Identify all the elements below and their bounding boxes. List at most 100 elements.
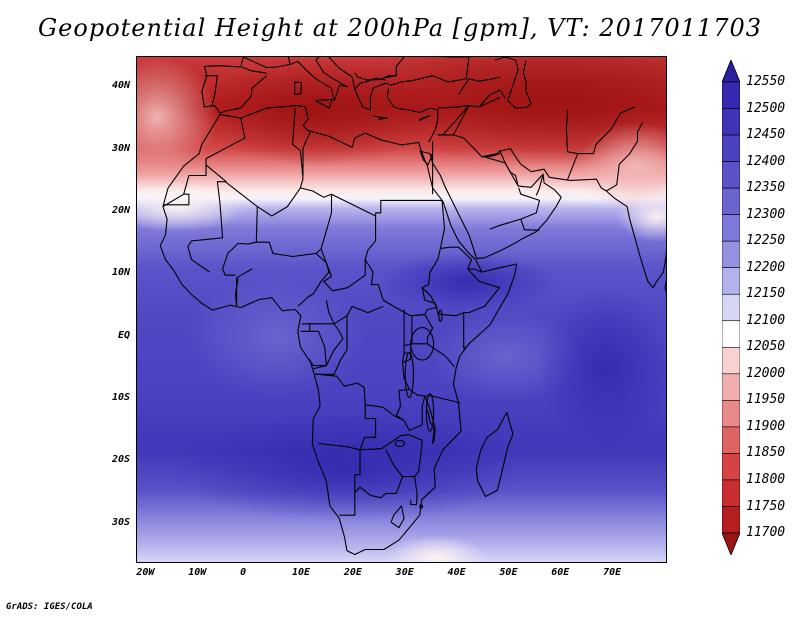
colorbar-level-label: 12350 [746, 180, 786, 196]
lat-tick-label: 20N [111, 204, 130, 216]
country-border [437, 105, 470, 136]
country-border [308, 330, 327, 367]
colorbar [722, 60, 740, 555]
coastline-arabia [419, 148, 654, 289]
country-border [520, 218, 540, 231]
colorbar-segment [722, 161, 740, 189]
country-border [403, 395, 436, 445]
colorbar-level-label: 12450 [746, 127, 786, 143]
country-border [489, 187, 541, 230]
colorbar-level-label: 12300 [746, 206, 786, 222]
country-border [234, 268, 253, 307]
country-border [484, 156, 519, 187]
colorbar-segment [722, 320, 740, 348]
lon-tick-label: 30E [395, 567, 414, 578]
country-border [354, 77, 386, 90]
colorbar-level-label: 11900 [746, 418, 786, 434]
colorbar-level-label: 12500 [746, 100, 786, 116]
colorbar-level-label: 11950 [746, 392, 786, 408]
colorbar-level-label: 12150 [746, 286, 786, 302]
coastline-india-e [652, 247, 666, 288]
colorbar-segment [722, 293, 740, 322]
colorbar-bottom-arrow [722, 532, 740, 555]
country-border [320, 248, 366, 292]
country-border [467, 259, 483, 273]
country-border [440, 246, 472, 260]
colorbar-level-label: 12550 [746, 74, 786, 89]
lon-tick-label: 10W [188, 567, 207, 578]
colorbar-level-label: 12400 [746, 153, 786, 169]
map-title: Geopotential Height at 200hPa [gpm], VT:… [38, 14, 762, 42]
country-border [302, 130, 312, 176]
country-border [364, 216, 439, 317]
colorbar-level-label: 11800 [746, 471, 786, 487]
country-border [205, 117, 246, 165]
country-border [481, 153, 501, 158]
lat-tick-label: 20S [111, 454, 130, 466]
lat-tick-label: 10N [111, 267, 130, 279]
country-border [390, 505, 405, 529]
country-border [187, 164, 227, 273]
lat-tick-label: 10S [111, 391, 130, 403]
coastlines-and-borders [159, 57, 666, 556]
coastline-africa [159, 105, 518, 556]
colorbar-segment [722, 400, 740, 428]
colorbar-level-label: 12250 [746, 233, 786, 249]
country-border [463, 312, 467, 349]
country-border [437, 105, 469, 109]
country-border [410, 476, 418, 506]
country-border [565, 109, 579, 180]
country-border [314, 373, 366, 405]
coastline-red-sea-gulf [419, 150, 433, 166]
colorbar-segment [722, 108, 740, 136]
country-border [437, 268, 501, 317]
coastline-europe [201, 57, 244, 107]
lat-tick-label: 30N [111, 142, 130, 154]
colorbar-top-arrow [722, 60, 740, 83]
colorbar-segment [722, 506, 740, 534]
country-border [535, 174, 544, 196]
lon-tick-label: 20W [136, 567, 155, 578]
coastline-caspian [494, 57, 532, 109]
country-border [162, 193, 190, 206]
coastline-turkey-s [386, 88, 439, 143]
lake-outline [425, 393, 435, 432]
country-border [354, 476, 404, 499]
lake-outline [419, 504, 424, 509]
colorbar-level-label: 12000 [746, 365, 786, 381]
map-plot-area [136, 56, 667, 563]
country-border [408, 388, 461, 404]
coastline-europe2 [243, 57, 470, 111]
country-border [458, 76, 501, 95]
country-border [162, 164, 207, 208]
coastline-sicily [315, 98, 333, 109]
colorbar-level-label: 11850 [746, 445, 786, 461]
lon-tick-label: 60E [551, 567, 570, 578]
colorbar-level-label: 12200 [746, 259, 786, 275]
colorbar-level-label: 11700 [746, 525, 786, 540]
colorbar-segment [722, 453, 740, 481]
geopotential-map [137, 57, 666, 562]
colorbar-level-label: 12100 [746, 312, 786, 328]
lat-tick-label: 40N [111, 80, 130, 92]
colorbar-segment [722, 426, 740, 454]
country-border [339, 449, 361, 516]
lake-outline [394, 439, 406, 448]
country-border [606, 122, 644, 192]
lat-tick-label: 30S [111, 516, 130, 528]
colorbar-level-label: 12050 [746, 339, 786, 355]
colorbar-segment [722, 267, 740, 295]
country-border [452, 96, 501, 136]
coastline-crete [372, 115, 388, 120]
lat-tick-label: EQ [117, 329, 130, 341]
colorbar-segment [722, 373, 740, 401]
country-border [421, 200, 446, 308]
colorbar-segment [722, 81, 740, 109]
country-border [577, 106, 636, 155]
grads-credit: GrADS: IGES/COLA [6, 602, 93, 612]
coastline-cyprus [418, 115, 431, 122]
country-border [300, 323, 311, 332]
lake-outline [438, 309, 443, 322]
colorbar-segment [722, 134, 740, 162]
lon-tick-label: 0 [240, 567, 247, 578]
